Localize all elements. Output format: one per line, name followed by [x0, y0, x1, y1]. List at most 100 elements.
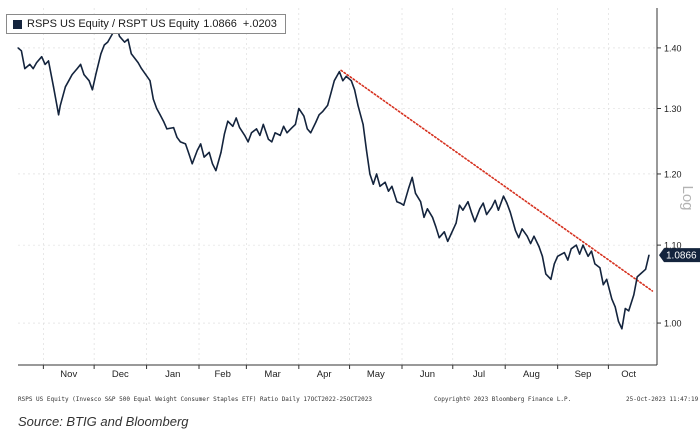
data-point [283, 125, 285, 127]
data-point [20, 50, 22, 52]
data-point [179, 141, 181, 143]
gridlines [18, 8, 657, 365]
data-point [396, 201, 398, 203]
data-point [330, 92, 332, 94]
data-point [639, 273, 642, 275]
data-point [470, 211, 472, 213]
data-point [420, 201, 422, 203]
data-point [223, 133, 225, 135]
data-point [621, 328, 623, 330]
data-point [107, 41, 109, 43]
data-point [379, 185, 381, 187]
legend-last-value: 1.0866 [203, 18, 237, 30]
data-point [76, 68, 78, 70]
data-point [594, 263, 596, 265]
data-point [303, 115, 305, 117]
data-point [506, 202, 508, 204]
data-point [196, 149, 198, 151]
data-point [91, 89, 93, 91]
data-point [244, 134, 246, 136]
data-point [538, 246, 540, 248]
data-point [56, 104, 58, 106]
data-point [200, 143, 202, 145]
data-point [497, 209, 499, 211]
data-point [95, 74, 97, 76]
x-axis: NovDecJanFebMarAprMayJunJulAugSepOct2022… [18, 364, 657, 380]
data-point [582, 244, 584, 246]
y-tick-label: 1.20 [664, 169, 682, 179]
y-tick-label: 1.40 [664, 43, 682, 53]
data-point [232, 125, 234, 127]
data-point [426, 208, 428, 210]
data-point [545, 273, 547, 275]
data-point [599, 267, 601, 269]
y-tick-label: 1.30 [664, 104, 682, 114]
legend-swatch [13, 19, 22, 29]
data-point [88, 80, 90, 82]
x-tick-label: May [367, 369, 385, 380]
data-point [127, 38, 129, 40]
data-point [208, 151, 210, 153]
data-point [614, 306, 616, 308]
data-point [259, 134, 261, 136]
data-point [479, 208, 481, 210]
data-point [71, 74, 73, 76]
data-point [606, 278, 608, 280]
data-point [369, 173, 371, 175]
data-point [267, 138, 269, 140]
data-point [557, 255, 559, 257]
data-point [423, 216, 425, 218]
data-point [455, 222, 457, 224]
data-point [435, 226, 437, 228]
data-point [239, 127, 241, 129]
data-point [41, 56, 43, 58]
data-point [318, 114, 320, 116]
data-point [521, 228, 523, 230]
data-point [553, 263, 555, 265]
data-point [338, 71, 340, 73]
data-point [486, 213, 488, 216]
data-point [152, 98, 154, 100]
data-point [345, 75, 347, 77]
y-axis-scale-label: Log [679, 185, 696, 210]
data-point [526, 235, 528, 237]
data-point [467, 201, 469, 203]
legend: RSPS US Equity / RSPT US Equity 1.0866 +… [6, 14, 286, 34]
data-point [327, 104, 329, 106]
data-point [188, 153, 190, 155]
footer-timestamp: 25-Oct-2023 11:47:19 [626, 396, 699, 403]
data-point [279, 134, 281, 136]
x-tick-label: Feb [215, 369, 231, 380]
x-tick-label: Jul [473, 369, 485, 380]
source-note: Source: BTIG and Bloomberg [18, 414, 189, 429]
x-tick-label: Oct [621, 369, 636, 380]
data-point [271, 141, 273, 143]
y-tick-label: 1.00 [664, 319, 682, 329]
data-point [68, 80, 70, 82]
data-point [636, 276, 638, 278]
last-value-tag: 1.0866 [659, 248, 700, 263]
data-point [286, 132, 288, 134]
data-point [149, 80, 151, 82]
data-point [83, 74, 85, 76]
data-point [462, 209, 464, 211]
data-point [310, 132, 312, 134]
data-point [255, 128, 258, 130]
data-point [575, 244, 577, 246]
data-point [567, 259, 569, 261]
data-point [235, 117, 237, 119]
data-point [354, 89, 356, 91]
data-point [24, 68, 26, 70]
data-point [29, 63, 31, 65]
data-point [350, 80, 352, 82]
data-point [306, 128, 308, 130]
data-point [17, 47, 19, 49]
data-point [36, 62, 38, 64]
data-point [220, 151, 222, 153]
data-point [80, 63, 82, 65]
data-point [533, 235, 535, 237]
data-point [391, 185, 393, 187]
data-point [530, 243, 532, 245]
data-point [645, 268, 647, 270]
data-point [321, 111, 324, 113]
